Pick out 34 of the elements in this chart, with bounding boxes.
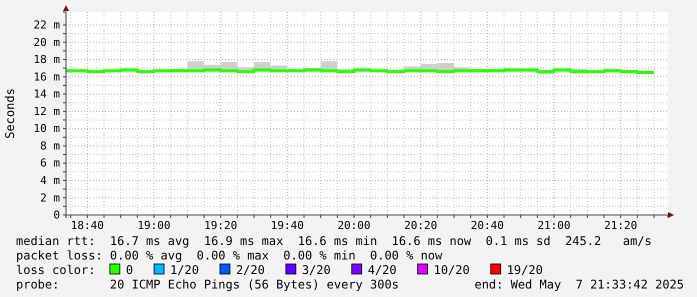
x-tick-label: 20:00 bbox=[337, 218, 371, 232]
text: end: Wed May 7 21:33:42 2025 bbox=[474, 278, 684, 292]
x-tick-label: 20:40 bbox=[470, 218, 504, 232]
legend-label: 1/20 bbox=[170, 263, 199, 277]
y-tick-label: 18 m bbox=[34, 53, 60, 66]
y-tick-label: 6 m bbox=[40, 156, 60, 170]
y-tick-label: 14 m bbox=[34, 88, 60, 101]
y-tick-label: 20 m bbox=[34, 36, 60, 49]
legend-label: 4/20 bbox=[368, 263, 397, 277]
y-tick-label: 22 m bbox=[34, 18, 60, 32]
x-tick-label: 21:00 bbox=[537, 218, 571, 232]
text: probe: 20 ICMP Echo Pings (56 Bytes) every 300s bbox=[16, 278, 399, 292]
y-tick-label: 10 m bbox=[34, 122, 60, 136]
text: packet loss: 0.00 % avg 0.00 % max 0.00 % min 0.00 % now bbox=[16, 248, 444, 262]
legend-label: 19/20 bbox=[506, 263, 543, 277]
legend-label: 2/20 bbox=[236, 263, 265, 277]
y-tick-label: 0 bbox=[53, 208, 60, 222]
y-tick-label: 4 m bbox=[40, 174, 60, 187]
y-tick-label: 8 m bbox=[40, 139, 60, 152]
legend-label: 3/20 bbox=[302, 263, 331, 277]
x-tick-label: 19:00 bbox=[137, 218, 171, 232]
x-tick-label: 19:40 bbox=[270, 218, 304, 232]
text: median rtt: 16.7 ms avg 16.9 ms max 16.6 ms min 16.6 ms now 0.1 ms sd 245.2 am/s bbox=[16, 234, 652, 248]
x-tick-label: 19:20 bbox=[204, 218, 238, 232]
x-tick-label: 20:20 bbox=[404, 218, 438, 232]
legend-label: 10/20 bbox=[434, 263, 470, 277]
x-tick-label: 18:40 bbox=[70, 218, 104, 232]
legend-title: loss color: bbox=[16, 263, 96, 277]
y-tick-label: 16 m bbox=[34, 70, 60, 84]
x-tick-label: 21:20 bbox=[604, 218, 638, 232]
y-tick-label: 2 m bbox=[40, 191, 60, 204]
legend-label: 0 bbox=[126, 263, 134, 277]
y-axis-title: Seconds bbox=[3, 88, 17, 139]
y-tick-label: 12 m bbox=[34, 104, 60, 118]
